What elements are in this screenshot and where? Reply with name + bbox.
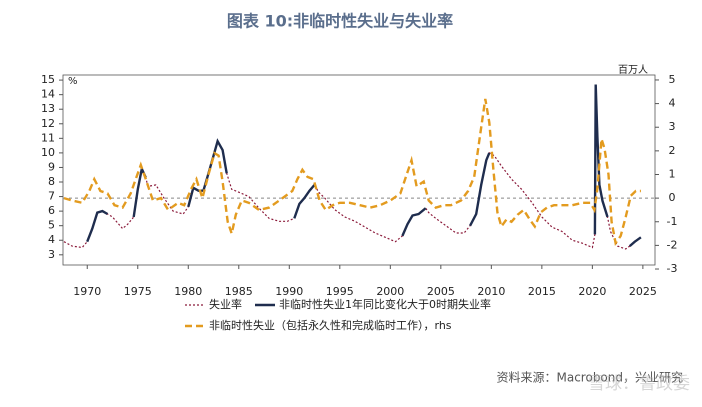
y-tick-label: 9 [48, 160, 55, 173]
source: 资料来源：Macrobond，兴业研究 [497, 370, 684, 385]
y-tick-label: 14 [41, 88, 55, 101]
x-tick-label: 2025 [629, 285, 657, 298]
y-tick-label: 11 [41, 131, 55, 144]
y-tick-label: 13 [41, 102, 55, 115]
y2-tick-label: 2 [669, 144, 676, 157]
y2-tick-label: -3 [667, 262, 678, 275]
plot-frame [62, 74, 656, 266]
y2-tick-label: -2 [667, 238, 678, 251]
y-tick-label: 10 [41, 146, 55, 159]
x-tick-label: 1975 [124, 285, 152, 298]
y2-tick-label: 5 [669, 73, 676, 86]
y-tick-label: 15 [41, 73, 55, 86]
x-tick-label: 1990 [275, 285, 303, 298]
x-tick-label: 1970 [73, 285, 101, 298]
y2-tick-label: 0 [669, 191, 676, 204]
series-line [86, 84, 642, 248]
y-tick-label: 5 [48, 219, 55, 232]
x-tick-label: 1995 [326, 285, 354, 298]
y-tick-label: 4 [48, 233, 55, 246]
x-tick-label: 2000 [376, 285, 404, 298]
x-tick-label: 2020 [578, 285, 606, 298]
chart-title: 图表 10:非临时性失业与失业率 [227, 12, 453, 31]
y2-tick-label: 3 [669, 120, 676, 133]
y2-axis-label: 百万人 [618, 64, 648, 76]
y-tick-label: 12 [41, 117, 55, 130]
legend-label: 非临时性失业1年同比变化大于0时期失业率 [279, 297, 491, 311]
series-line [63, 98, 641, 246]
x-tick-label: 1980 [174, 285, 202, 298]
y-tick-label: 7 [48, 190, 55, 203]
y2-tick-label: -1 [667, 215, 678, 228]
x-tick-label: 1985 [225, 285, 253, 298]
x-tick-label: 2010 [477, 285, 505, 298]
y2-tick-label: 4 [669, 97, 676, 110]
y2-tick-label: 1 [669, 167, 676, 180]
y-axis-label: % [68, 76, 78, 87]
y-tick-label: 8 [48, 175, 55, 188]
series-line [63, 84, 642, 250]
legend-label: 失业率 [209, 297, 242, 311]
x-tick-label: 2015 [528, 285, 556, 298]
legend-label: 非临时性失业（包括永久性和完成临时工作），rhs [209, 318, 452, 332]
x-tick-label: 2005 [427, 285, 455, 298]
y-tick-label: 6 [48, 204, 55, 217]
y-tick-label: 3 [48, 248, 55, 261]
watermark: 雪球：鲁政委 [588, 374, 690, 394]
